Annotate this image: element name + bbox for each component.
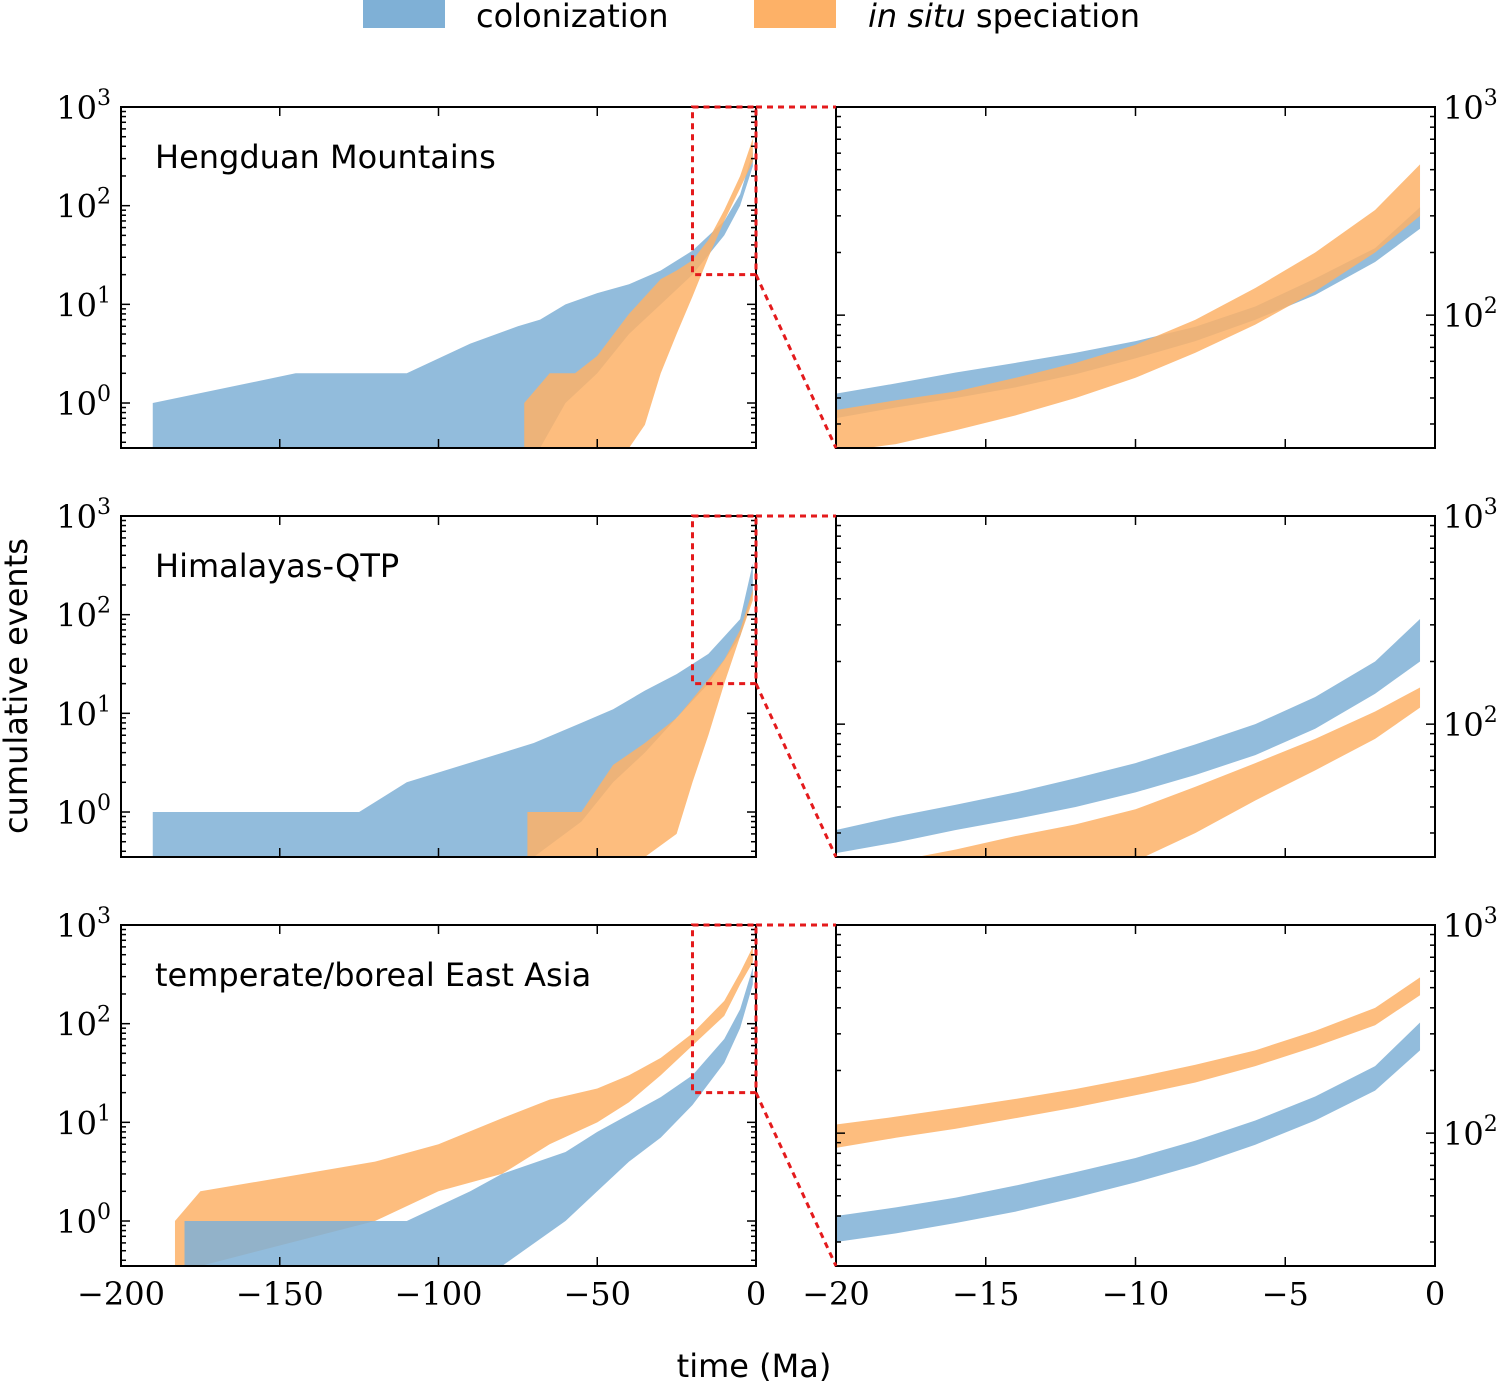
y-tick-label-left: 102: [56, 1003, 111, 1044]
panel-3: −200 −150 −100 −50 0 −20 −15 −10 −5 0100101102103…: [56, 904, 1497, 1313]
band-speciation-full: [527, 589, 753, 857]
x-tick-label-right: −20: [802, 1275, 870, 1313]
x-tick-label-right: 0: [1425, 1275, 1445, 1313]
panel-1: 100 101 102 103 102 103 Hengduan Mountains: [56, 86, 1498, 449]
region-label: Hengduan Mountains: [155, 138, 496, 176]
zoom-connector-bottom: [754, 683, 838, 858]
region-label: Himalayas-QTP: [155, 547, 399, 585]
band-speciation-full: [524, 138, 753, 448]
zoom-box: [691, 923, 758, 1095]
band-speciation-zoom: [836, 977, 1421, 1148]
x-tick-label-left: −50: [563, 1275, 631, 1313]
y-tick-label-left: 101: [56, 1101, 111, 1142]
band-colonization-zoom: [836, 619, 1421, 854]
band-colonization-zoom: [836, 1022, 1421, 1242]
band-colonization-full: [184, 967, 753, 1266]
x-tick-label-left: −100: [395, 1275, 483, 1313]
zoom-connector-bottom: [754, 274, 838, 449]
legend-label-speciation-rest: speciation: [966, 0, 1140, 35]
y-tick-label-right: 102: [1443, 1112, 1498, 1153]
y-tick-label-right: 103: [1443, 904, 1498, 945]
band-colonization-zoom: [836, 207, 1421, 419]
y-tick-label-left: 101: [56, 692, 111, 733]
band-speciation-zoom: [836, 164, 1421, 448]
x-tick-label-left: −150: [236, 1275, 324, 1313]
legend-label-colonization: colonization: [476, 0, 669, 35]
legend-swatch-colonization: [363, 0, 445, 28]
y-tick-label-left: 102: [56, 185, 111, 226]
x-axis-label: time (Ma): [677, 1347, 832, 1385]
legend-label-speciation: in situ speciation: [868, 0, 1140, 35]
y-tick-label-left: 100: [56, 382, 111, 423]
legend: colonization in situ speciation: [363, 0, 1140, 35]
band-colonization-full: [152, 151, 753, 448]
y-tick-label-left: 103: [56, 495, 111, 536]
band-speciation-zoom: [916, 687, 1421, 857]
zoom-box: [691, 514, 758, 686]
y-axis-label: cumulative events: [0, 538, 35, 834]
y-tick-label-left: 103: [56, 904, 111, 945]
legend-swatch-speciation: [754, 0, 836, 28]
y-tick-label-right: 102: [1443, 703, 1498, 744]
panel-2: 100 101 102 103 102 103 Himalayas-QTP: [56, 495, 1498, 858]
y-tick-label-left: 101: [56, 283, 111, 324]
y-tick-label-left: 100: [56, 791, 111, 832]
legend-label-speciation-italic: in situ: [868, 0, 966, 35]
y-tick-label-left: 103: [56, 86, 111, 127]
y-tick-label-left: 100: [56, 1200, 111, 1241]
zoom-connector-bottom: [754, 1092, 838, 1267]
x-tick-label-right: −5: [1262, 1275, 1309, 1313]
y-tick-label-right: 102: [1443, 294, 1498, 335]
zoom-box: [691, 105, 758, 277]
region-label: temperate/boreal East Asia: [155, 956, 591, 994]
x-tick-label-right: −15: [952, 1275, 1020, 1313]
x-tick-label-left: −200: [77, 1275, 165, 1313]
band-speciation-full: [174, 946, 753, 1266]
y-tick-label-left: 102: [56, 594, 111, 635]
x-tick-label-right: −10: [1102, 1275, 1170, 1313]
x-tick-label-left: 0: [746, 1275, 766, 1313]
y-tick-label-right: 103: [1443, 495, 1498, 536]
y-tick-label-right: 103: [1443, 86, 1498, 127]
